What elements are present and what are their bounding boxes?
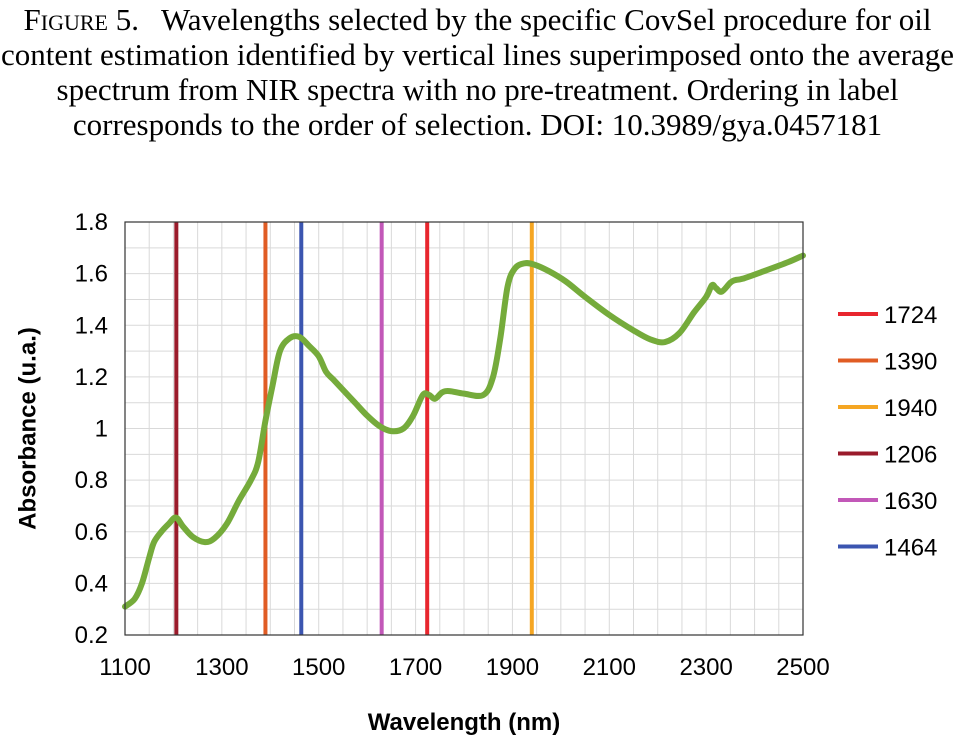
plot-frame — [124, 221, 804, 636]
legend-label: 1206 — [884, 442, 937, 469]
y-tick-label: 1 — [95, 416, 108, 443]
y-tick-label: 0.4 — [75, 570, 108, 597]
figure-caption: Figure 5. Wavelengths selected by the spe… — [0, 2, 955, 142]
y-tick-label: 1.6 — [75, 261, 108, 288]
legend-label: 1630 — [884, 488, 937, 515]
x-tick-label: 2500 — [776, 654, 829, 681]
x-tick-label: 1300 — [195, 654, 248, 681]
y-tick-label: 0.6 — [75, 519, 108, 546]
grid — [124, 221, 804, 636]
y-tick-label: 1.4 — [75, 312, 108, 339]
legend-label: 1464 — [884, 535, 937, 562]
spectrum-line — [122, 252, 806, 610]
x-tick-label: 1900 — [486, 654, 539, 681]
x-tick-label: 1700 — [389, 654, 442, 681]
spectrum-curve-layer — [122, 252, 806, 610]
figure-caption-text: Wavelengths selected by the specific Cov… — [1, 2, 954, 142]
x-tick-label: 2300 — [679, 654, 732, 681]
legend-label: 1940 — [884, 395, 937, 422]
figure-label: Figure 5. — [23, 2, 139, 37]
x-tick-label: 1500 — [292, 654, 345, 681]
y-axis-title: Absorbance (u.a.) — [15, 327, 42, 530]
y-tick-label: 0.2 — [75, 622, 108, 649]
x-axis-ticks: 1100 1300 1500 1700 1900 2100 2300 2500 — [99, 654, 830, 681]
x-tick-label: 2100 — [583, 654, 636, 681]
x-axis-title: Wavelength (nm) — [368, 709, 560, 736]
y-tick-label: 0.8 — [75, 467, 108, 494]
legend: 1724 1390 1940 1206 1630 1464 — [838, 302, 937, 562]
legend-label: 1724 — [884, 302, 937, 329]
x-tick-label: 1100 — [99, 654, 151, 681]
y-axis-ticks: 0.2 0.4 0.6 0.8 1 1.2 1.4 1.6 1.8 — [75, 209, 108, 649]
legend-label: 1390 — [884, 349, 937, 376]
y-tick-label: 1.2 — [75, 364, 108, 391]
y-tick-label: 1.8 — [75, 209, 108, 236]
